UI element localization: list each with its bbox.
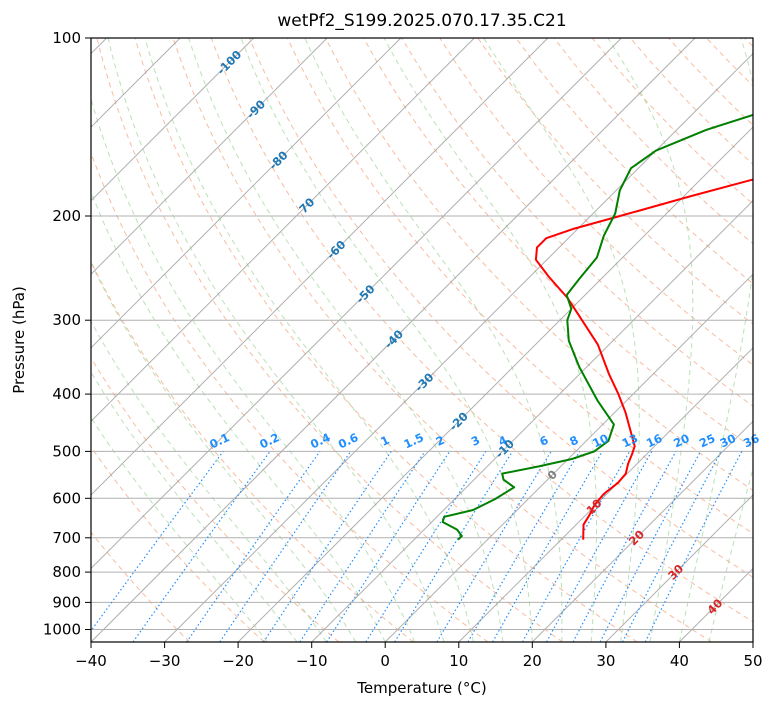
x-tick-label: 40 bbox=[670, 652, 689, 670]
mixing-ratio-line bbox=[186, 451, 321, 642]
dry-adiabat bbox=[515, 38, 753, 285]
mixing-ratio-line bbox=[644, 451, 743, 642]
dry-adiabat bbox=[91, 356, 340, 642]
isotherm-line bbox=[91, 38, 622, 570]
plot-area bbox=[91, 38, 753, 642]
dry-adiabat bbox=[91, 151, 489, 642]
moist-adiabat bbox=[483, 38, 640, 642]
y-tick-label: 200 bbox=[52, 207, 81, 225]
mixing-ratio-line bbox=[132, 451, 271, 642]
y-tick-label: 900 bbox=[52, 593, 81, 611]
isotherm-line bbox=[311, 199, 753, 642]
moist-adiabat bbox=[383, 38, 597, 642]
dry-adiabat bbox=[248, 38, 753, 578]
mixing-ratio-label: 30 bbox=[718, 431, 738, 450]
dewpoint-line bbox=[441, 113, 753, 541]
mixing-ratio-label: 20 bbox=[671, 431, 691, 450]
isotherm-line bbox=[164, 52, 753, 642]
isotherm-line bbox=[531, 420, 753, 642]
isotherm-line bbox=[91, 38, 255, 202]
y-tick-label: 700 bbox=[52, 529, 81, 547]
dry-adiabat bbox=[134, 38, 638, 642]
x-tick-label: −20 bbox=[222, 652, 254, 670]
x-tick-label: 30 bbox=[596, 652, 615, 670]
mixing-ratio-label: 16 bbox=[644, 431, 664, 450]
x-tick-label: 20 bbox=[523, 652, 542, 670]
plot-data bbox=[441, 113, 753, 541]
y-tick-label: 600 bbox=[52, 489, 81, 507]
y-tick-label: 300 bbox=[52, 311, 81, 329]
isotherm-line bbox=[91, 38, 402, 349]
mixing-ratio-label: 10 bbox=[590, 431, 610, 450]
mixing-ratio-line bbox=[546, 451, 653, 642]
x-axis-title: Temperature (°C) bbox=[356, 679, 486, 697]
x-tick-label: −10 bbox=[296, 652, 328, 670]
x-tick-label: −30 bbox=[149, 652, 181, 670]
y-tick-label: 100 bbox=[52, 29, 81, 47]
isotherm-line bbox=[605, 494, 753, 642]
y-tick-label: 500 bbox=[52, 442, 81, 460]
x-tick-label: 50 bbox=[743, 652, 762, 670]
moist-adiabat bbox=[607, 38, 694, 642]
isotherm-line bbox=[91, 38, 696, 642]
isotherm-line bbox=[384, 273, 753, 642]
dry-adiabat bbox=[439, 38, 753, 366]
dry-adiabat bbox=[91, 531, 191, 642]
dry-adiabat bbox=[401, 38, 753, 407]
isotherm-line bbox=[91, 38, 328, 275]
isotherm-line bbox=[91, 38, 549, 496]
x-tick-label: 10 bbox=[449, 652, 468, 670]
mixing-ratio-line bbox=[326, 451, 451, 642]
mixing-ratio-label: 36 bbox=[741, 431, 761, 450]
y-axis-title: Pressure (hPa) bbox=[10, 286, 28, 394]
mixing-ratio-label: 25 bbox=[697, 431, 717, 450]
moist-adiabat bbox=[304, 38, 563, 642]
x-tick-label: 0 bbox=[380, 652, 390, 670]
mixing-ratio-line bbox=[299, 451, 426, 642]
y-tick-label: 1000 bbox=[43, 621, 81, 639]
moist-adiabat bbox=[91, 416, 268, 642]
chart-title: wetPf2_S199.2025.070.17.35.C21 bbox=[277, 11, 566, 31]
moist-adiabat bbox=[91, 190, 386, 642]
dry-adiabat bbox=[172, 38, 713, 642]
dry-adiabat bbox=[96, 38, 563, 642]
mixing-ratio-line bbox=[91, 451, 224, 632]
y-tick-label: 800 bbox=[52, 563, 81, 581]
mixing-ratio-line bbox=[572, 451, 677, 642]
dry-adiabat bbox=[91, 445, 265, 642]
isotherm-line bbox=[458, 347, 753, 642]
moist-adiabat bbox=[144, 38, 474, 642]
dry-adiabat bbox=[210, 38, 753, 623]
y-tick-label: 400 bbox=[52, 385, 81, 403]
mixing-ratio-line bbox=[219, 451, 352, 642]
isotherm-line bbox=[91, 38, 475, 423]
mixing-ratio-line bbox=[521, 451, 631, 642]
x-tick-label: −40 bbox=[75, 652, 107, 670]
moist-adiabat bbox=[91, 261, 357, 642]
mixing-ratio-line bbox=[262, 451, 392, 642]
mixing-ratio-label: 13 bbox=[620, 431, 640, 450]
moist-adiabat bbox=[91, 371, 298, 642]
moist-adiabat bbox=[240, 38, 533, 642]
plot-frame bbox=[90, 37, 754, 643]
axes: −40 −30 −20 −10 0 10 20 30 40 50 100 200 300 400 500 60… bbox=[43, 29, 763, 670]
moist-adiabat bbox=[107, 38, 445, 642]
isotherm-line bbox=[237, 126, 753, 642]
mixing-ratio-line bbox=[394, 451, 513, 642]
